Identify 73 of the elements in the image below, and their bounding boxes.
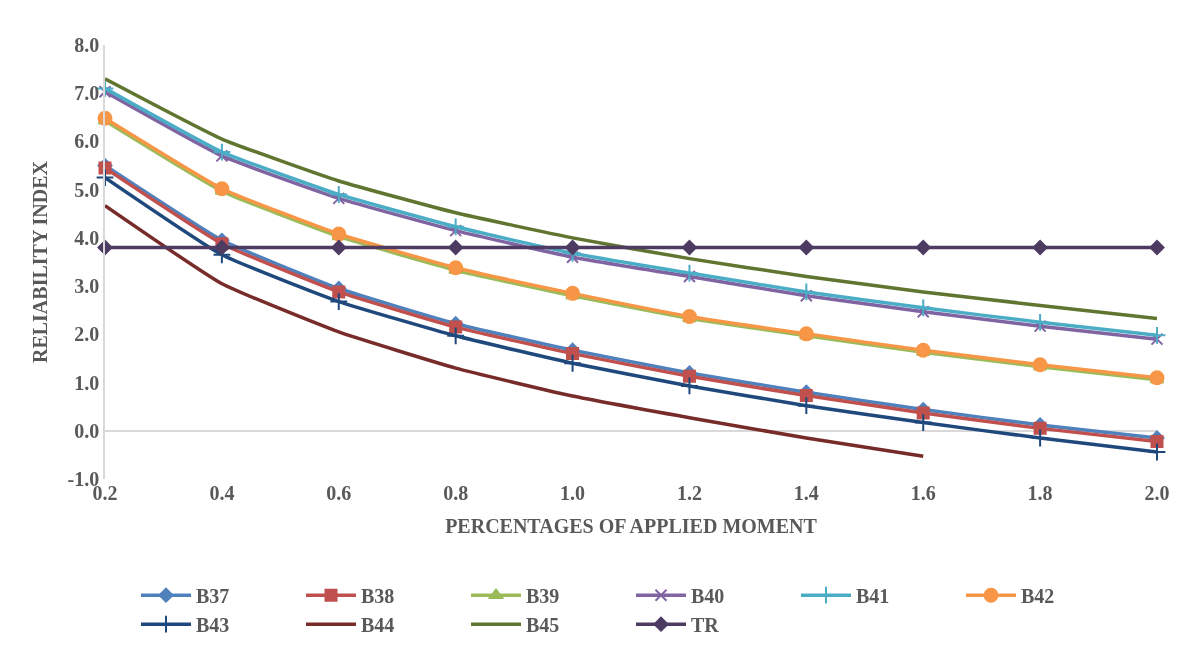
point [329,292,349,311]
legend-label: B37 [196,585,230,607]
point [448,240,464,256]
point [212,142,232,162]
point [566,250,580,264]
legend-label: B45 [526,614,560,636]
point [799,289,813,303]
legend-label: B44 [361,614,395,636]
point [449,320,463,334]
point [682,269,696,283]
point [916,406,930,420]
x-tick-label: 2.0 [1144,482,1170,504]
x-axis-title: PERCENTAGES OF APPLIED MOMENT [445,514,818,537]
legend-label: TR [691,614,720,636]
point [680,376,699,396]
point [796,396,816,416]
point [329,185,349,204]
point [1149,240,1165,256]
point [331,240,347,256]
y-tick-label: 2.0 [74,323,100,346]
x-tick-label: 1.8 [1027,482,1053,504]
point [215,149,229,163]
y-tick-label: 6.0 [74,130,100,153]
x-tick-label: 1.0 [560,482,586,504]
point [1030,428,1050,448]
point [1030,312,1050,332]
point [446,217,466,237]
point [449,224,463,238]
y-tick-label: 5.0 [74,178,100,201]
x-tick-label: 1.2 [676,482,702,504]
point [332,285,346,299]
legend-label: B39 [526,585,560,607]
point [680,263,699,283]
point [1147,442,1167,462]
point [566,347,580,361]
point [1032,240,1048,256]
x-tick-label: 0.4 [209,482,235,504]
point [1150,434,1164,448]
point [915,240,931,256]
legend-label: B41 [856,585,890,607]
point [682,369,696,383]
point [1147,325,1167,345]
point [796,282,816,302]
point [798,240,814,256]
y-axis-title: RELIABILITY INDEX [28,160,51,364]
point [98,85,112,99]
point [563,353,582,373]
point [916,305,930,319]
y-tick-label: 0.0 [74,419,100,442]
y-tick-label: 1.0 [74,371,100,394]
x-tick-label: 0.8 [443,482,469,504]
point [565,240,581,256]
point [332,191,346,205]
point [913,413,933,432]
x-tick-label: 0.6 [326,482,352,504]
point [913,298,933,318]
point [799,389,813,403]
point [681,240,697,256]
legend-label: B40 [691,585,725,607]
x-tick-label: 1.4 [793,482,819,504]
y-tick-label: 3.0 [74,275,100,298]
point [214,240,230,256]
line-series [105,203,925,459]
x-tick-label: 1.6 [910,482,936,504]
point [1033,421,1047,435]
y-tick-label: 7.0 [74,82,100,105]
legend-label: B43 [196,614,230,636]
legend-label: B38 [361,585,395,607]
point [446,326,466,346]
legend-label: B42 [1021,585,1055,607]
y-tick-label: 4.0 [74,226,100,249]
y-tick-label: 8.0 [74,34,100,56]
point [1150,332,1164,346]
